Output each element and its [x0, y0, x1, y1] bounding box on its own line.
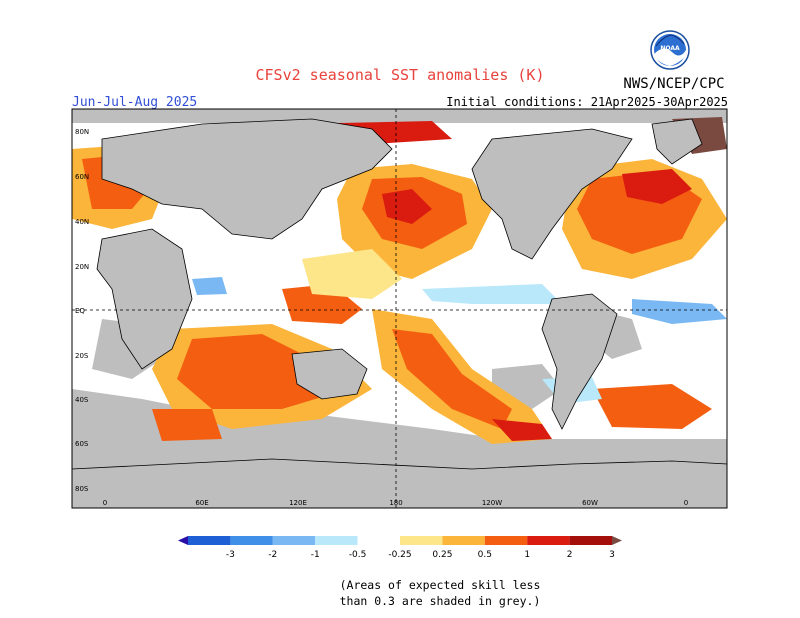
- longitude-label: 60W: [582, 499, 598, 507]
- africa: [96, 228, 193, 370]
- land-masses: [71, 118, 728, 509]
- latitude-label: 20S: [75, 352, 89, 360]
- longitude-label: 180: [389, 499, 402, 507]
- australia: [291, 348, 368, 400]
- latitude-label: 80S: [75, 485, 89, 493]
- colorbar-tick-label: 1: [524, 550, 530, 560]
- colorbar-swatch: [315, 536, 358, 545]
- colorbar-swatch: [569, 536, 612, 545]
- south-america: [541, 293, 618, 430]
- colorbar-tick-label: 0.25: [432, 550, 452, 560]
- colorbar-tick-label: -0.5: [349, 550, 367, 560]
- latitude-label: 80N: [75, 128, 89, 136]
- colorbar-tick-label: 0.5: [478, 550, 492, 560]
- latitude-label: EQ: [75, 307, 85, 315]
- colorbar-swatch: [188, 536, 231, 545]
- colorbar: -3 -2 -1 -0.5 -0.25 0.25 0.5 1 2 3: [178, 536, 622, 560]
- latitude-label: 40N: [75, 218, 89, 226]
- colorbar-swatch: [527, 536, 570, 545]
- colorbar-swatch: [357, 536, 400, 545]
- initial-conditions-label: Initial conditions: 21Apr2025-30Apr2025: [446, 95, 728, 109]
- europe-asia: [101, 118, 393, 240]
- noaa-logo: NOAA: [650, 30, 690, 70]
- colorbar-min-arrow: [178, 536, 188, 545]
- greenland: [651, 118, 703, 165]
- longitude-label: 120W: [482, 499, 502, 507]
- sst-anomaly-map: 80N 60N 40N 20N EQ 20S 40S 60S 80S 0 60E 120E 180 12…: [71, 108, 728, 509]
- warm-anomalies: [72, 117, 727, 444]
- chart-title: CFSv2 seasonal SST anomalies (K): [255, 66, 545, 84]
- colorbar-max-arrow: [612, 536, 622, 545]
- logo-text: NOAA: [660, 45, 680, 52]
- footnote-line-2: than 0.3 are shaded in grey.): [339, 594, 541, 608]
- colorbar-swatch: [442, 536, 485, 545]
- longitude-labels: 0 60E 120E 180 120W 60W 0: [103, 499, 688, 507]
- colorbar-tick-label: -1: [311, 550, 320, 560]
- longitude-label: 0: [103, 499, 107, 507]
- footnote-line-1: (Areas of expected skill less: [339, 578, 541, 592]
- latitude-label: 40S: [75, 396, 89, 404]
- longitude-label: 0: [684, 499, 688, 507]
- colorbar-tick-label: -3: [226, 550, 235, 560]
- colorbar-swatch: [230, 536, 273, 545]
- longitude-label: 60E: [195, 499, 208, 507]
- latitude-label: 60N: [75, 173, 89, 181]
- colorbar-swatch: [400, 536, 443, 545]
- north-america: [471, 128, 633, 260]
- colorbar-tick-label: 2: [567, 550, 573, 560]
- skill-footnote: (Areas of expected skill less than 0.3 a…: [310, 577, 570, 609]
- organization-label: NWS/NCEP/CPC: [623, 76, 725, 92]
- colorbar-tick-label: -2: [268, 550, 277, 560]
- colorbar-swatch: [484, 536, 528, 545]
- latitude-label: 20N: [75, 263, 89, 271]
- longitude-label: 120E: [289, 499, 307, 507]
- latitude-labels: 80N 60N 40N 20N EQ 20S 40S 60S 80S: [75, 128, 89, 493]
- reference-lines: [72, 109, 727, 508]
- colorbar-tick-label: -0.25: [388, 550, 411, 560]
- colorbar-tick-label: 3: [609, 550, 615, 560]
- latitude-label: 60S: [75, 440, 89, 448]
- colorbar-swatch: [272, 536, 316, 545]
- season-label: Jun-Jul-Aug 2025: [72, 95, 198, 110]
- map-frame: [71, 108, 728, 509]
